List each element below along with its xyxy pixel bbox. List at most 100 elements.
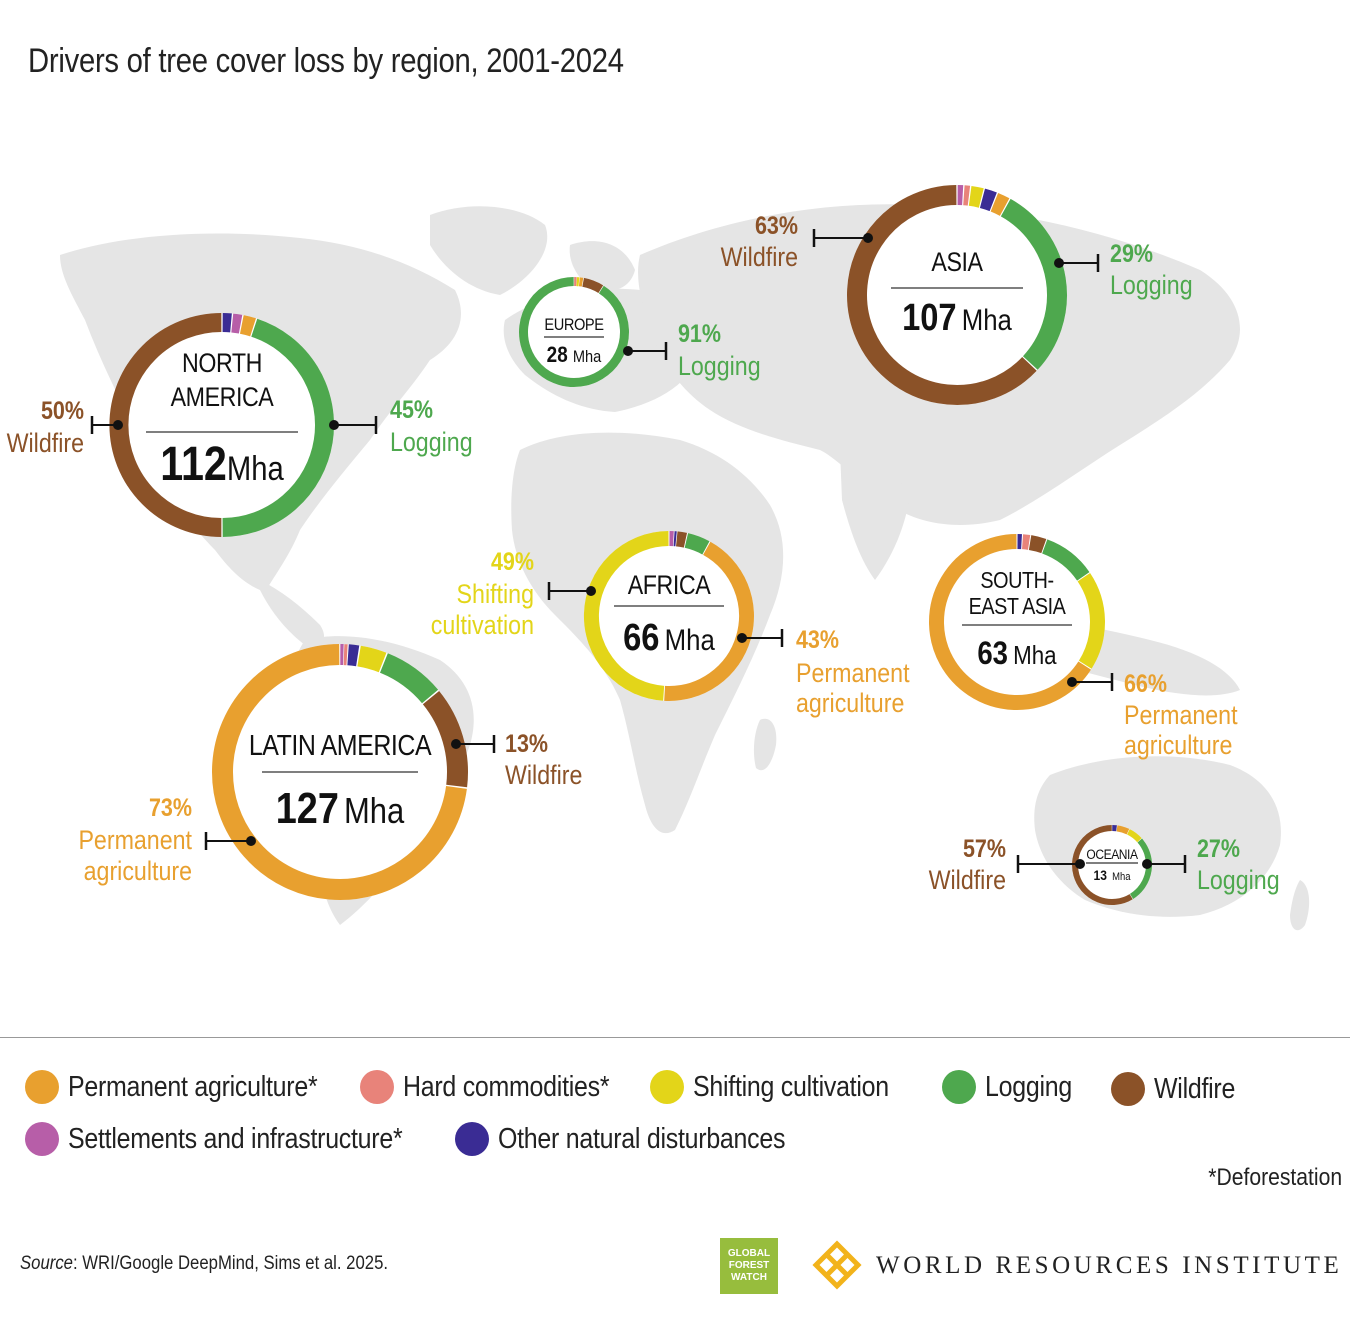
region-total-unit: Mha [227, 449, 284, 488]
india-land [840, 450, 910, 580]
donut-segment-hard-commodities [1021, 534, 1031, 550]
callout-wildfire: 57% Wildfire [929, 834, 1085, 895]
donut-segment-shifting-cultivation [968, 185, 984, 208]
callout-wildfire: 13% Wildfire [451, 729, 582, 790]
region-total-value: 63 [977, 636, 1008, 671]
callout-logging: 29% Logging [1054, 239, 1193, 300]
region-name: AFRICA [628, 570, 711, 600]
callout-logging: 91% Logging [623, 319, 761, 381]
donut-center [847, 185, 1067, 405]
callout-label: Wildfire [721, 242, 798, 272]
donut-segment-logging [379, 653, 439, 704]
legend-item-logging: Logging [942, 1070, 1086, 1104]
donut-segment-other-natural-disturbances [347, 644, 360, 667]
source-prefix: Source [20, 1253, 73, 1274]
callout-wildfire: 50% Wildfire [7, 396, 123, 458]
donut-layer: NORTHAMERICA112Mha45%Logging50%WildfireE… [7, 185, 1280, 905]
region-total-value: 107 [902, 296, 957, 339]
donut-segment-shifting-cultivation [357, 645, 387, 673]
callout-percent: 27% [1197, 834, 1240, 862]
legend-divider [0, 1037, 1350, 1038]
callout-anchor-dot [863, 233, 873, 243]
region-total-value: 28 [547, 343, 568, 368]
donut-center [519, 277, 629, 387]
region-name: EAST ASIA [969, 594, 1067, 620]
legend-item-other-natural-disturbances: Other natural disturbances [455, 1122, 832, 1156]
donut-segment-settlements-infrastructure [231, 313, 243, 334]
donut-center [110, 313, 334, 537]
legend-label: Shifting cultivation [693, 1070, 889, 1103]
donut-asia: ASIA 107 Mha 29% Logging 63% Wildfire [721, 185, 1193, 405]
callout-logging: 45% Logging [329, 395, 473, 457]
region-total: 28 Mha [547, 343, 602, 368]
donut-segment-wildfire [1028, 535, 1047, 554]
greenland-land [430, 206, 548, 295]
callout-anchor-dot [1054, 258, 1064, 268]
region-name: ASIA [931, 247, 983, 277]
callout-label: Permanent [78, 825, 192, 855]
region-name: EUROPE [544, 316, 603, 334]
donut-southeast-asia: SOUTH-EAST ASIA 63 Mha 66% Permanentagricult… [929, 534, 1238, 760]
donut-segment-wildfire [582, 277, 604, 294]
donut-segment-permanent-agriculture [1116, 825, 1130, 835]
region-total: 127 Mha [276, 783, 405, 832]
donut-oceania: OCEANIA 13 Mha 27% Logging 57% Wildfire [929, 825, 1280, 905]
callout-label: Logging [678, 351, 761, 381]
region-total-unit: Mha [1112, 871, 1131, 883]
source-text: : WRI/Google DeepMind, Sims et al. 2025. [72, 1253, 389, 1274]
callout-percent: 73% [149, 793, 192, 821]
donut-segment-permanent-agriculture [239, 315, 256, 337]
donut-center [584, 531, 754, 701]
donut-segment-logging [519, 277, 629, 387]
callout-percent: 57% [963, 834, 1006, 862]
region-total-value: 127 [276, 783, 339, 832]
callout-label: Wildfire [7, 428, 84, 458]
footnote: *Deforestation [1208, 1164, 1342, 1191]
region-total-unit: Mha [665, 623, 716, 656]
callout-label: agriculture [796, 688, 904, 718]
region-name: LATIN AMERICA [249, 729, 432, 761]
legend-swatch [1111, 1072, 1145, 1106]
callout-anchor-dot [623, 346, 633, 356]
region-total-unit: Mha [573, 348, 602, 366]
source-note: Source: WRI/Google DeepMind, Sims et al.… [20, 1253, 388, 1275]
madagascar-land [753, 718, 777, 771]
region-total-unit: Mha [962, 303, 1013, 336]
callout-percent: 43% [796, 625, 839, 653]
legend-label: Other natural disturbances [498, 1122, 786, 1155]
gfw-logo-line-2: FOREST [728, 1260, 770, 1271]
region-total-value: 112 [160, 437, 227, 491]
donut-segment-logging [222, 318, 334, 537]
legend-label: Permanent agriculture* [68, 1070, 318, 1103]
donut-segment-logging [684, 533, 710, 555]
region-total: 13 Mha [1094, 867, 1131, 883]
legend-item-hard-commodities: Hard commodities* [360, 1070, 643, 1104]
callout-label: cultivation [431, 610, 534, 640]
wri-logo-icon [812, 1240, 862, 1290]
legend-label: Settlements and infrastructure* [68, 1122, 403, 1155]
gfw-logo-line-3: WATCH [731, 1272, 767, 1283]
legend-item-shifting-cultivation: Shifting cultivation [650, 1070, 921, 1104]
callout-wildfire: 63% Wildfire [721, 211, 873, 272]
donut-segment-permanent-agriculture [929, 534, 1091, 710]
region-total: 107 Mha [902, 296, 1012, 339]
callout-label: agriculture [1124, 730, 1232, 760]
donut-segment-logging [1041, 539, 1090, 581]
callout-percent: 66% [1124, 669, 1167, 697]
new-zealand-land [1290, 880, 1310, 931]
central-america-land [260, 580, 325, 647]
legend-label: Wildfire [1154, 1072, 1236, 1105]
callout-label: Logging [1110, 270, 1193, 300]
donut-segment-shifting-cultivation [583, 531, 669, 701]
legend-swatch [25, 1122, 59, 1156]
donut-segment-logging [1129, 838, 1152, 899]
legend-swatch [942, 1070, 976, 1104]
callout-label: Logging [390, 427, 473, 457]
chart-title: Drivers of tree cover loss by region, 20… [28, 42, 624, 80]
gfw-logo: GLOBAL FOREST WATCH [720, 1238, 778, 1294]
callout-label: Wildfire [505, 760, 582, 790]
donut-segment-wildfire [1072, 825, 1133, 905]
